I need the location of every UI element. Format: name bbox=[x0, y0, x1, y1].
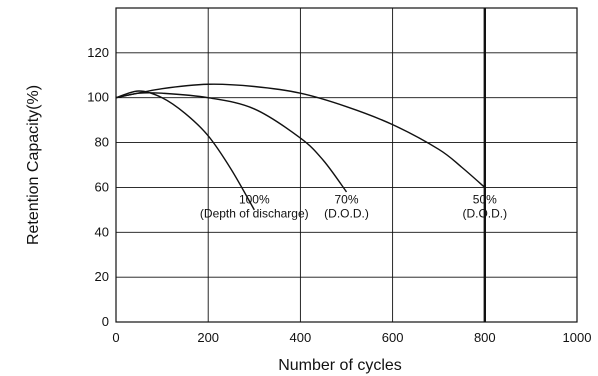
y-tick-label: 100 bbox=[87, 90, 109, 105]
y-tick-label: 0 bbox=[102, 314, 109, 329]
x-tick-label: 800 bbox=[474, 330, 496, 345]
curves bbox=[115, 83, 486, 211]
tick-labels: 0 20 40 60 80 100 120 0 200 400 600 800 1000 bbox=[87, 45, 591, 345]
annotations: 100%(Depth of discharge)70%(D.O.D.)50%(D… bbox=[200, 192, 507, 220]
x-tick-label: 400 bbox=[290, 330, 312, 345]
curve-100-dod bbox=[115, 90, 255, 211]
y-tick-label: 120 bbox=[87, 45, 109, 60]
y-tick-label: 40 bbox=[95, 224, 109, 239]
x-tick-label: 200 bbox=[197, 330, 219, 345]
grid bbox=[115, 7, 578, 323]
annotation-percent: 50% bbox=[473, 192, 497, 206]
annotation-caption: (D.O.D.) bbox=[462, 206, 507, 220]
y-tick-label: 80 bbox=[95, 135, 109, 150]
y-tick-label: 60 bbox=[95, 179, 109, 194]
annotation-caption: (Depth of discharge) bbox=[200, 206, 309, 220]
annotation-percent: 70% bbox=[334, 192, 358, 206]
x-axis-title: Number of cycles bbox=[278, 357, 402, 374]
curve-50-dod bbox=[115, 83, 486, 188]
x-tick-label: 1000 bbox=[563, 330, 592, 345]
annotation-caption: (D.O.D.) bbox=[324, 206, 369, 220]
x-tick-label: 0 bbox=[112, 330, 119, 345]
y-tick-label: 20 bbox=[95, 269, 109, 284]
annotation-percent: 100% bbox=[239, 192, 270, 206]
x-tick-label: 600 bbox=[382, 330, 404, 345]
y-axis-title: Retention Capacity(%) bbox=[25, 85, 42, 245]
plot-frame bbox=[115, 7, 578, 323]
